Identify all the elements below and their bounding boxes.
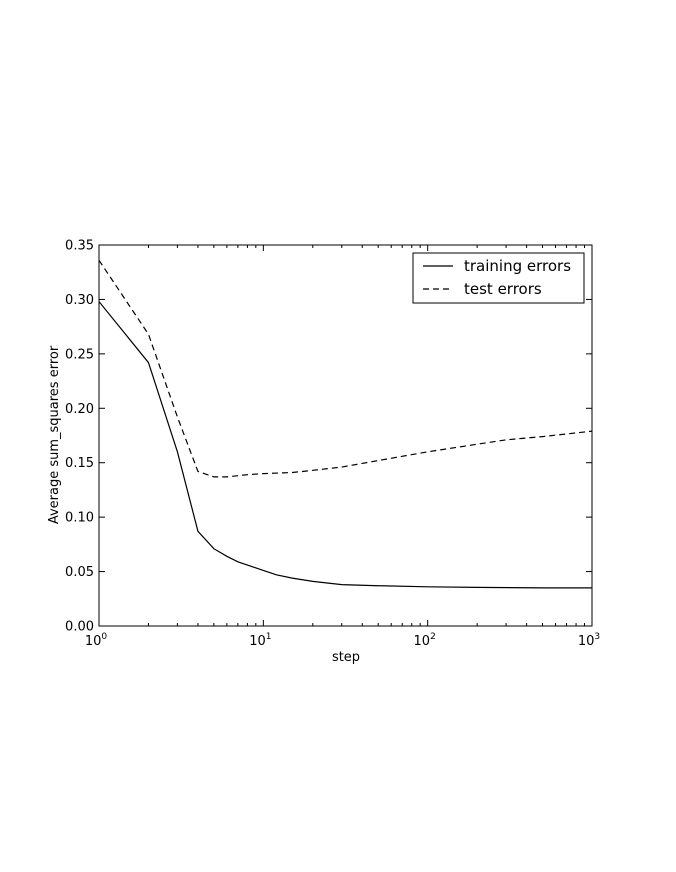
axes-frame: [98, 244, 593, 627]
x-tick-exponent: 1: [266, 632, 272, 642]
legend: training errors test errors: [412, 252, 585, 304]
y-tick-label: 0.35: [65, 239, 94, 254]
x-tick-exponent: 0: [101, 632, 107, 642]
y-tick-label: 0.30: [65, 293, 94, 308]
x-tick-exponent: 2: [430, 632, 436, 642]
legend-label-training: training errors: [464, 257, 571, 275]
y-tick-label: 0.00: [65, 620, 94, 635]
y-tick-label: 0.20: [65, 402, 94, 417]
y-tick-label: 0.10: [65, 511, 94, 526]
legend-box: [412, 252, 585, 304]
x-axis-label: step: [332, 650, 360, 665]
y-tick-label: 0.05: [65, 565, 94, 580]
x-tick-exponent: 3: [594, 632, 600, 642]
series-line-training: [99, 301, 592, 589]
y-axis-label: Average sum_squares error: [47, 345, 62, 524]
y-tick-label: 0.15: [65, 456, 94, 471]
y-tick-label: 0.25: [65, 347, 94, 362]
legend-label-test: test errors: [464, 280, 542, 298]
series-line-test: [99, 259, 592, 478]
